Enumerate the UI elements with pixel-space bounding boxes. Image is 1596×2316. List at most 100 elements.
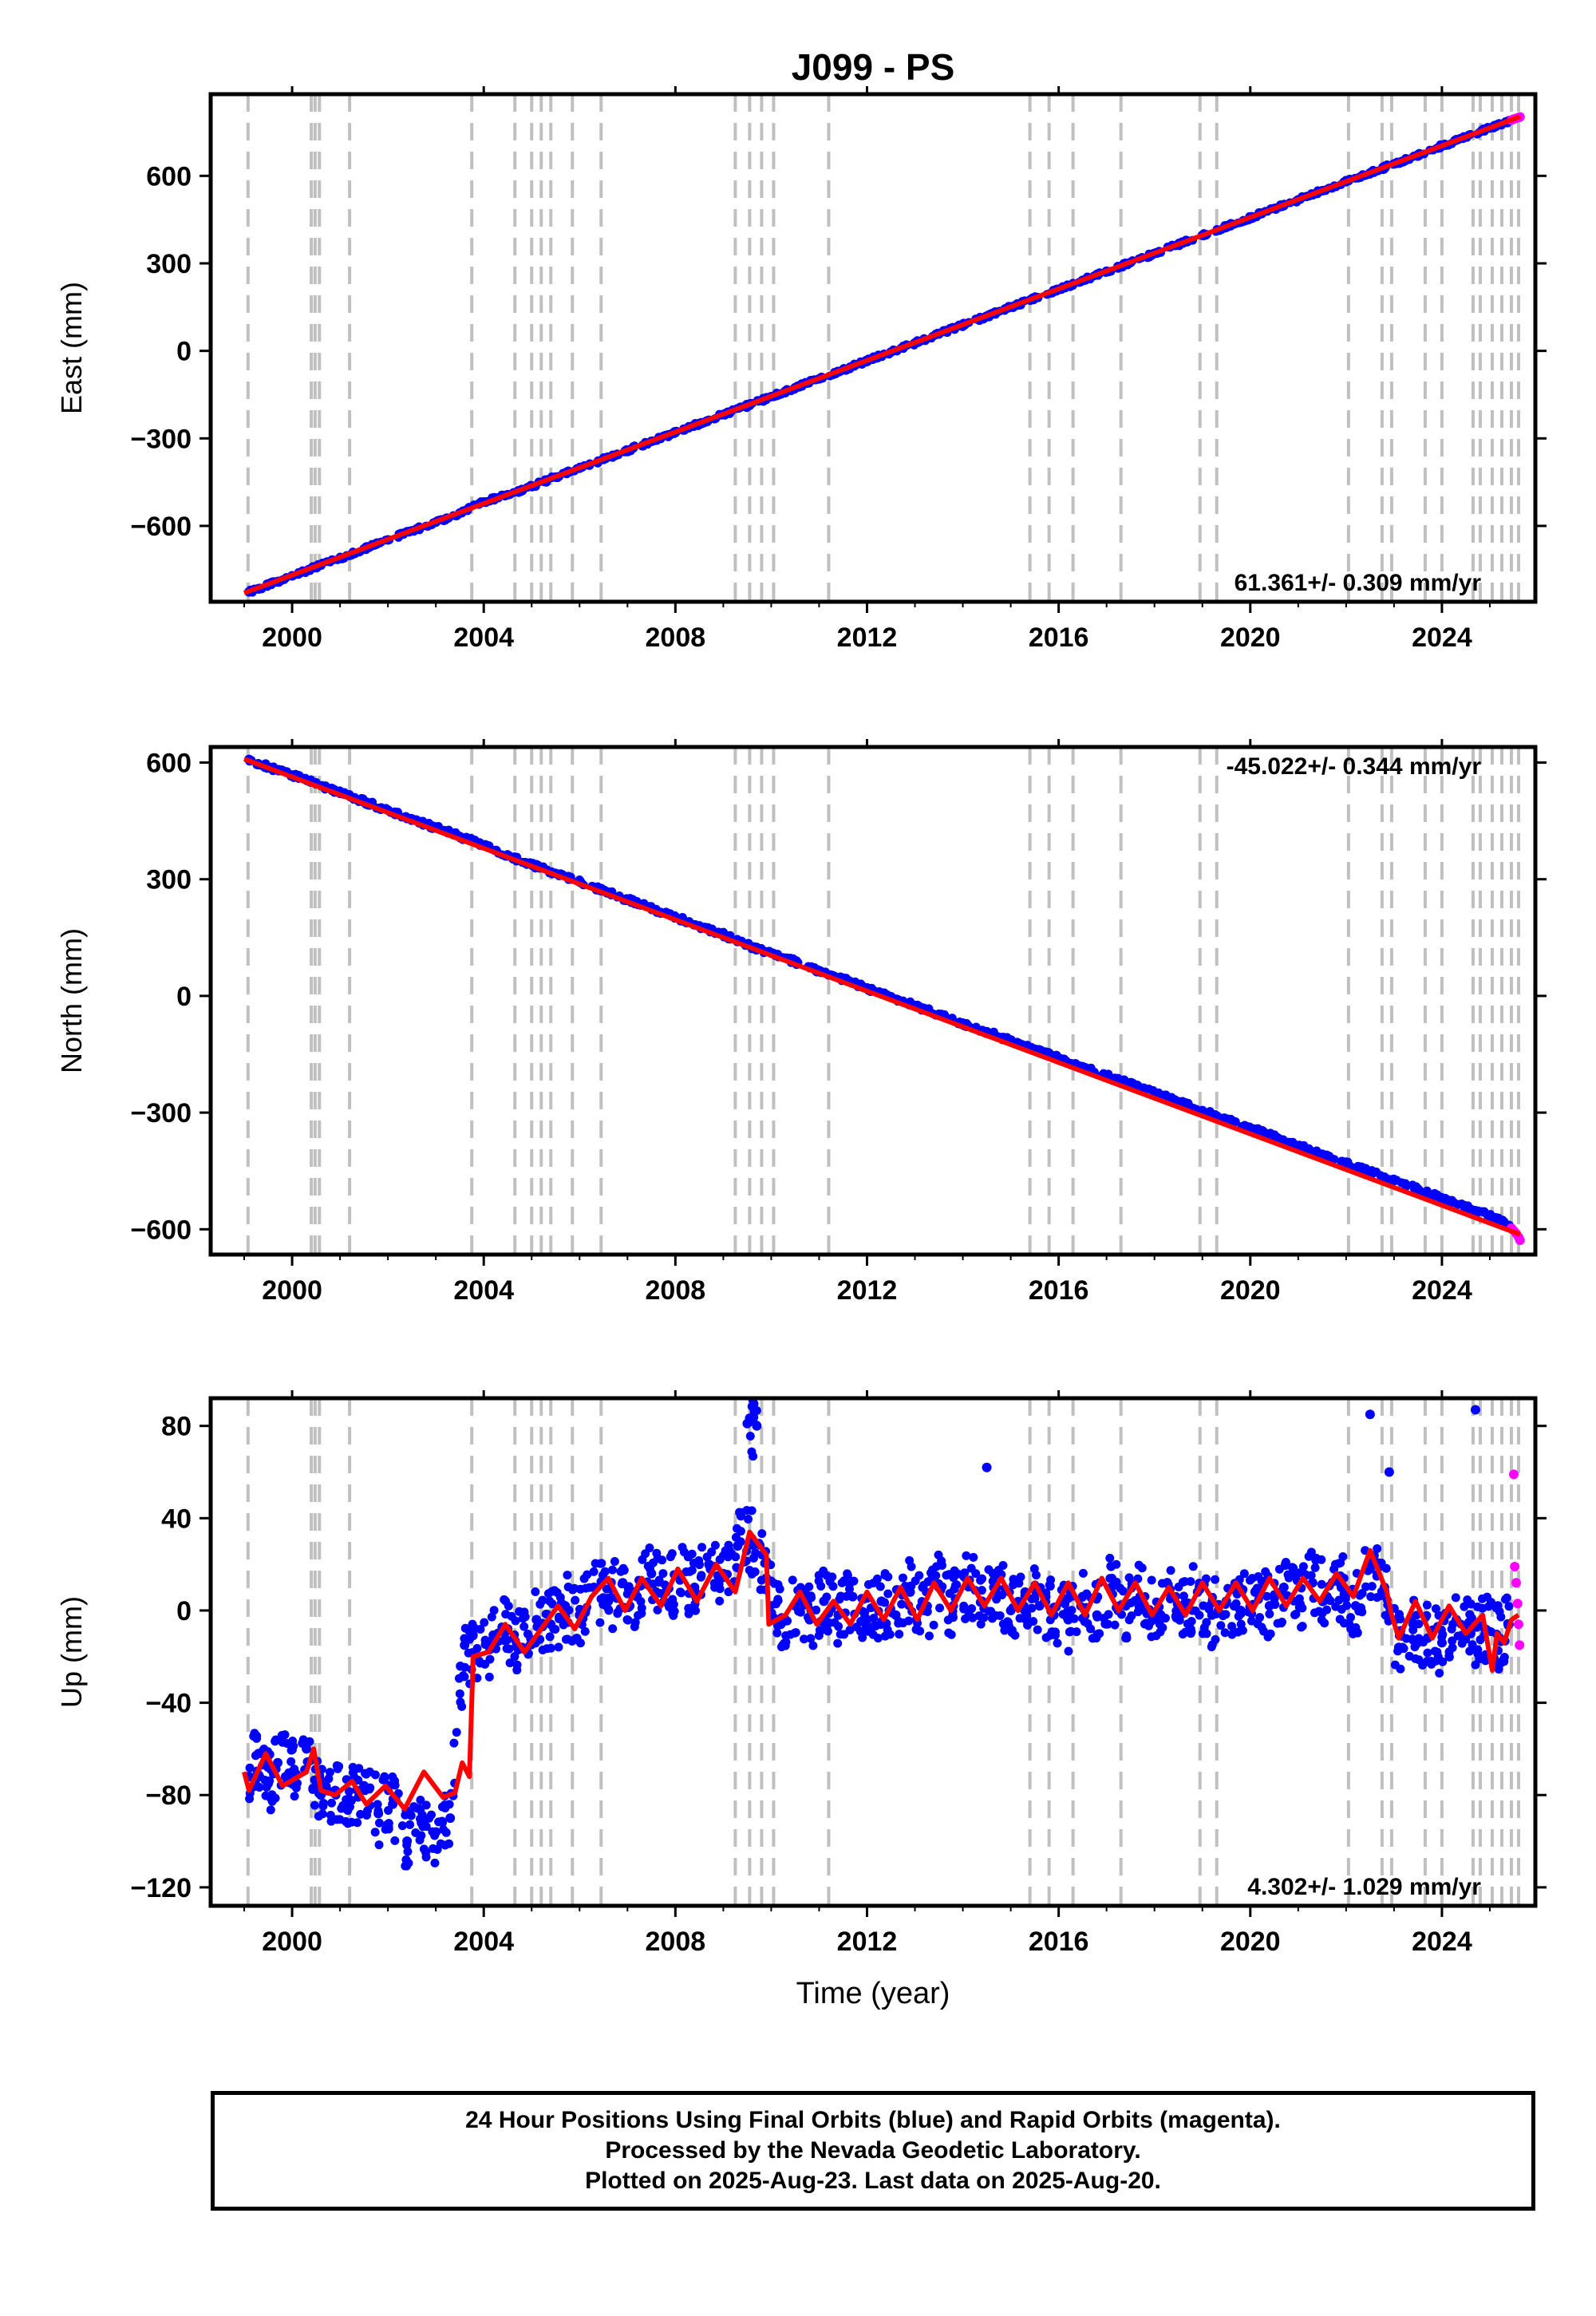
data-point-cloud: [675, 1587, 685, 1597]
data-point-cloud: [1220, 1628, 1230, 1638]
y-tick-label: 0: [176, 1596, 192, 1626]
data-point-cloud: [374, 1840, 384, 1850]
rate-label: 4.302+/- 1.029 mm/yr: [1247, 1874, 1481, 1900]
data-point-cloud: [502, 1635, 512, 1645]
data-point-cloud: [308, 1784, 318, 1794]
x-tick-label: 2020: [1220, 1275, 1281, 1306]
footer-box: 24 Hour Positions Using Final Orbits (bl…: [211, 2091, 1535, 2211]
data-point-cloud: [476, 1625, 485, 1634]
data-point-cloud: [935, 1603, 945, 1613]
data-point-cloud: [1126, 1599, 1136, 1608]
data-point-cloud: [619, 1566, 629, 1575]
data-point-cloud: [1046, 1575, 1056, 1585]
data-point-cloud: [697, 1543, 707, 1552]
data-point-cloud: [1227, 1622, 1237, 1631]
data-point-cloud: [960, 1568, 970, 1578]
data-point-cloud: [994, 1566, 1003, 1575]
panels-group: 2000 2004 2008 2012 2016 2020 2024 −600 −300 0 300…: [55, 86, 1547, 1957]
data-point-cloud: [252, 1733, 262, 1743]
data-point-cloud: [745, 1417, 754, 1427]
data-point-cloud: [658, 1569, 668, 1579]
data-point-cloud: [378, 1775, 388, 1784]
data-point-cloud: [545, 1632, 555, 1642]
data-point-cloud: [679, 1547, 689, 1557]
rapid-point: [1515, 1235, 1525, 1245]
data-point-cloud: [1499, 1657, 1509, 1666]
y-tick-label: 300: [146, 249, 192, 279]
x-tick-label: 2024: [1412, 622, 1472, 653]
data-point-cloud: [1112, 1577, 1121, 1587]
data-point-cloud: [849, 1576, 859, 1586]
data-point-cloud: [1170, 1095, 1179, 1105]
data-point-cloud: [1367, 1166, 1377, 1176]
data-point-cloud: [1281, 1558, 1290, 1567]
data-point-cloud: [812, 1605, 821, 1614]
data-point-cloud: [1204, 1604, 1214, 1614]
data-point-cloud: [925, 1631, 934, 1641]
data-point-cloud: [685, 1567, 694, 1576]
data-point-cloud: [808, 1641, 818, 1650]
data-point-cloud: [519, 1622, 529, 1631]
data-point-cloud: [1298, 1603, 1307, 1613]
data-point-cloud: [1473, 1645, 1483, 1654]
x-tick-label: 2016: [1029, 1275, 1089, 1306]
data-point-cloud: [1361, 1166, 1370, 1176]
data-point-cloud: [1211, 1575, 1220, 1584]
data-point-cloud: [1334, 1595, 1344, 1605]
data-point-cloud: [1174, 1582, 1183, 1591]
data-point-cloud: [769, 1579, 779, 1588]
data-point-cloud: [950, 1584, 959, 1594]
data-point-cloud: [1027, 1603, 1037, 1613]
data-point-cloud: [1207, 1640, 1217, 1650]
data-point-cloud: [344, 1787, 354, 1796]
data-point-cloud: [1122, 1631, 1132, 1641]
data-point-cloud: [318, 1801, 328, 1811]
data-point-cloud: [326, 1811, 335, 1820]
data-point-cloud: [752, 1421, 761, 1430]
data-point-cloud: [1045, 1581, 1055, 1591]
data-point-cloud: [1325, 1596, 1335, 1606]
data-point-cloud: [373, 1800, 382, 1809]
data-point-cloud: [691, 1606, 701, 1615]
data-point-cloud: [1067, 1606, 1077, 1615]
data-point-cloud: [1231, 1602, 1240, 1611]
data-point-cloud: [1227, 1630, 1237, 1639]
data-point-cloud: [1266, 1629, 1275, 1638]
data-point-cloud: [1396, 1664, 1405, 1674]
data-point-cloud: [745, 1387, 753, 1396]
data-point-cloud: [1257, 1576, 1266, 1586]
data-point-cloud: [757, 1529, 767, 1539]
data-point-cloud: [1367, 1582, 1377, 1591]
data-point-cloud: [504, 1601, 513, 1611]
data-point-cloud: [1290, 1610, 1300, 1619]
data-point-cloud: [1486, 1210, 1495, 1219]
data-point-cloud: [504, 1644, 514, 1654]
data-point-cloud: [1078, 1568, 1088, 1578]
rapid-point: [1511, 1578, 1521, 1588]
data-point-cloud: [992, 1595, 1001, 1604]
y-tick-label: 600: [146, 748, 192, 778]
y-tick-label: 0: [176, 337, 192, 367]
data-point-cloud: [723, 1552, 733, 1562]
data-point-cloud: [1496, 1612, 1506, 1622]
data-point-cloud: [365, 1783, 375, 1792]
data-point-cloud: [988, 1576, 998, 1586]
y-axis-label: Up (mm): [55, 1596, 88, 1708]
y-tick-label: 0: [176, 982, 192, 1012]
data-point-cloud: [630, 1622, 639, 1631]
x-tick-label: 2020: [1220, 622, 1281, 653]
data-point-cloud: [520, 1612, 530, 1622]
data-point-cloud: [747, 1447, 757, 1456]
data-point-cloud: [724, 1587, 733, 1597]
data-point-cloud: [1411, 1654, 1420, 1663]
data-point-cloud: [1341, 1594, 1350, 1603]
data-point-cloud: [907, 1562, 916, 1571]
data-point-cloud: [714, 1579, 724, 1589]
model-line: [242, 1529, 1520, 1812]
data-point-cloud: [1027, 1594, 1037, 1603]
data-point-cloud: [1166, 1566, 1175, 1575]
data-point-cloud: [1330, 1559, 1340, 1569]
y-tick-label: 80: [161, 1412, 192, 1442]
x-tick-label: 2008: [646, 1927, 706, 1957]
data-point-cloud: [1392, 1176, 1401, 1185]
